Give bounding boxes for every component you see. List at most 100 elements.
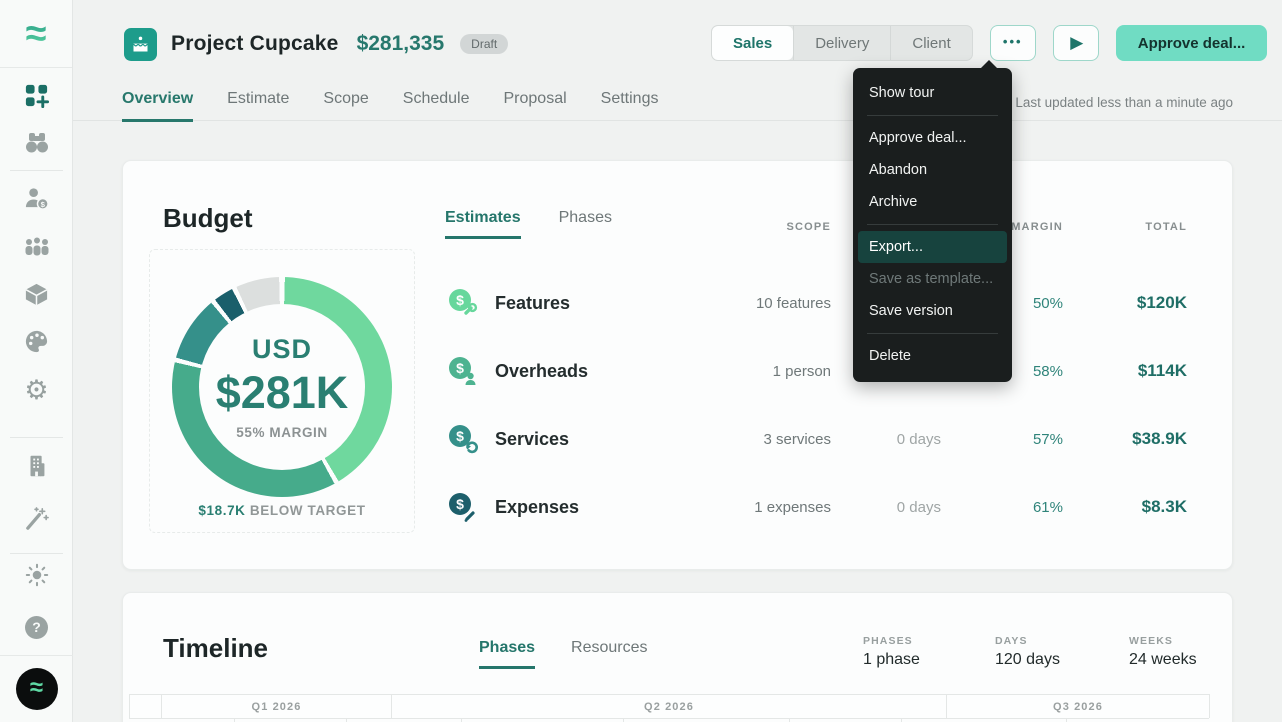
expenses-days: 0 days	[896, 498, 941, 516]
budget-row-expenses[interactable]: Expenses	[495, 496, 580, 517]
menu-item-save-version[interactable]: Save version	[869, 303, 953, 319]
timeline-card: Timeline Phases Resources PHASES 1 phase…	[122, 592, 1233, 722]
logo-waves-icon: ≈	[25, 12, 47, 55]
budget-card: Budget USD $281K 55% MARGIN $18.7K BELOW…	[122, 160, 1233, 570]
team-icon	[25, 236, 48, 257]
more-actions-button[interactable]: •••	[989, 25, 1036, 61]
expenses-total: $8.3K	[1141, 497, 1187, 516]
tab-timeline-resources[interactable]: Resources	[571, 639, 648, 656]
dollar-refresh-icon: $	[449, 425, 478, 454]
project-header: Project Cupcake $281,335 Draft	[124, 26, 509, 62]
tab-proposal[interactable]: Proposal	[503, 90, 567, 107]
sidebar-item-settings[interactable]: ⚙	[0, 370, 73, 410]
budget-row-overheads[interactable]: Overheads	[495, 360, 589, 381]
play-tour-button[interactable]: ▶	[1052, 25, 1099, 61]
palette-icon	[25, 330, 48, 352]
sidebar: ≈ $	[0, 0, 73, 722]
overheads-margin: 58%	[1032, 362, 1063, 380]
view-tab-delivery[interactable]: Delivery	[793, 26, 890, 60]
features-total: $120K	[1136, 293, 1187, 312]
donut-center: USD $281K 55% MARGIN	[199, 304, 365, 470]
column-header-scope: SCOPE	[786, 221, 831, 233]
sun-icon	[25, 563, 48, 587]
menu-item-delete[interactable]: Delete	[869, 348, 911, 364]
view-tab-sales[interactable]: Sales	[712, 26, 794, 60]
menu-item-show-tour[interactable]: Show tour	[869, 85, 935, 101]
sidebar-item-help[interactable]: ?	[0, 607, 73, 647]
header-actions: Sales Delivery Client ••• ▶ Approve deal…	[711, 25, 1268, 61]
quarter-q1: Q1 2026	[161, 694, 392, 718]
tab-scope[interactable]: Scope	[323, 90, 369, 107]
more-actions-menu: Show tour Approve deal... Abandon Archiv…	[853, 60, 1012, 382]
quarter-header-row: Q1 2026 Q2 2026 Q3 2026	[129, 694, 1210, 718]
menu-separator	[867, 224, 998, 225]
tab-estimate[interactable]: Estimate	[227, 90, 290, 107]
row-icon-cell: $	[445, 405, 495, 473]
dashboard-add-icon	[25, 84, 50, 108]
menu-item-abandon[interactable]: Abandon	[869, 162, 928, 178]
magic-wand-icon	[26, 506, 49, 530]
overheads-scope: 1 person	[772, 362, 831, 380]
avatar: ≈	[15, 668, 58, 710]
sidebar-item-theme[interactable]	[0, 555, 73, 595]
help-icon: ?	[25, 615, 48, 639]
timeline-title: Timeline	[163, 633, 269, 663]
budget-row-features[interactable]: Features	[495, 292, 571, 313]
tab-timeline-phases[interactable]: Phases	[479, 639, 536, 669]
budget-donut-chart[interactable]: USD $281K 55% MARGIN	[172, 277, 392, 497]
stat-phases: PHASES 1 phase	[863, 635, 920, 669]
budget-title: Budget	[163, 203, 253, 233]
expenses-scope: 1 expenses	[754, 498, 831, 516]
svg-text:$: $	[41, 200, 46, 209]
person-dollar-icon: $	[25, 187, 49, 210]
menu-item-approve-deal[interactable]: Approve deal...	[869, 130, 967, 146]
project-cake-icon	[124, 27, 157, 61]
view-tab-client[interactable]: Client	[890, 26, 971, 60]
below-target-note: $18.7K BELOW TARGET	[150, 503, 414, 518]
sidebar-item-products[interactable]	[0, 274, 73, 314]
sidebar-divider	[10, 553, 63, 554]
sidebar-item-automation[interactable]	[0, 498, 73, 538]
sidebar-item-clients[interactable]: $	[0, 178, 73, 218]
tab-estimates[interactable]: Estimates	[445, 209, 521, 239]
budget-tabs: Estimates Phases	[445, 201, 711, 257]
menu-item-archive[interactable]: Archive	[869, 194, 918, 210]
sidebar-item-find[interactable]	[0, 123, 73, 163]
package-cube-icon	[25, 283, 48, 305]
tab-overview[interactable]: Overview	[122, 90, 194, 122]
tab-schedule[interactable]: Schedule	[402, 90, 470, 107]
menu-item-export[interactable]: Export...	[858, 231, 1007, 263]
svg-text:$: $	[456, 292, 464, 308]
quarter-q3: Q3 2026	[946, 694, 1210, 718]
budget-row-services[interactable]: Services	[495, 428, 570, 449]
page-title: Project Cupcake	[171, 32, 339, 55]
services-scope: 3 services	[763, 430, 831, 448]
sidebar-item-team[interactable]	[0, 226, 73, 266]
svg-text:$: $	[456, 428, 464, 444]
sidebar-item-company[interactable]	[0, 446, 73, 486]
expenses-margin: 61%	[1032, 498, 1063, 516]
sidebar-item-dashboard[interactable]	[0, 75, 73, 115]
dollar-person-icon: $	[449, 357, 476, 385]
app-logo[interactable]: ≈	[0, 0, 72, 68]
play-icon: ▶	[1070, 33, 1084, 52]
svg-text:$: $	[456, 360, 464, 376]
menu-separator	[867, 333, 998, 334]
timeline-grid-row	[129, 718, 1209, 722]
budget-donut-zone: USD $281K 55% MARGIN $18.7K BELOW TARGET	[149, 249, 415, 533]
budget-table: Estimates Phases SCOPE MARGIN TOTAL $ Fe…	[445, 201, 1187, 541]
view-switcher: Sales Delivery Client	[711, 25, 973, 61]
approve-deal-button[interactable]: Approve deal...	[1115, 25, 1268, 61]
tab-phases[interactable]: Phases	[558, 209, 612, 226]
row-icon-cell: $	[445, 473, 495, 541]
services-margin: 57%	[1032, 430, 1063, 448]
stat-days: DAYS 120 days	[995, 635, 1060, 669]
tab-settings[interactable]: Settings	[600, 90, 659, 107]
column-header-total: TOTAL	[1145, 221, 1187, 233]
dollar-pencil-icon: $	[449, 493, 475, 522]
last-updated-text: Last updated less than a minute ago	[1015, 95, 1233, 110]
sidebar-item-branding[interactable]	[0, 321, 73, 361]
account-menu[interactable]: ≈	[0, 655, 73, 722]
menu-separator	[867, 115, 998, 116]
donut-margin: 55% MARGIN	[236, 425, 328, 440]
